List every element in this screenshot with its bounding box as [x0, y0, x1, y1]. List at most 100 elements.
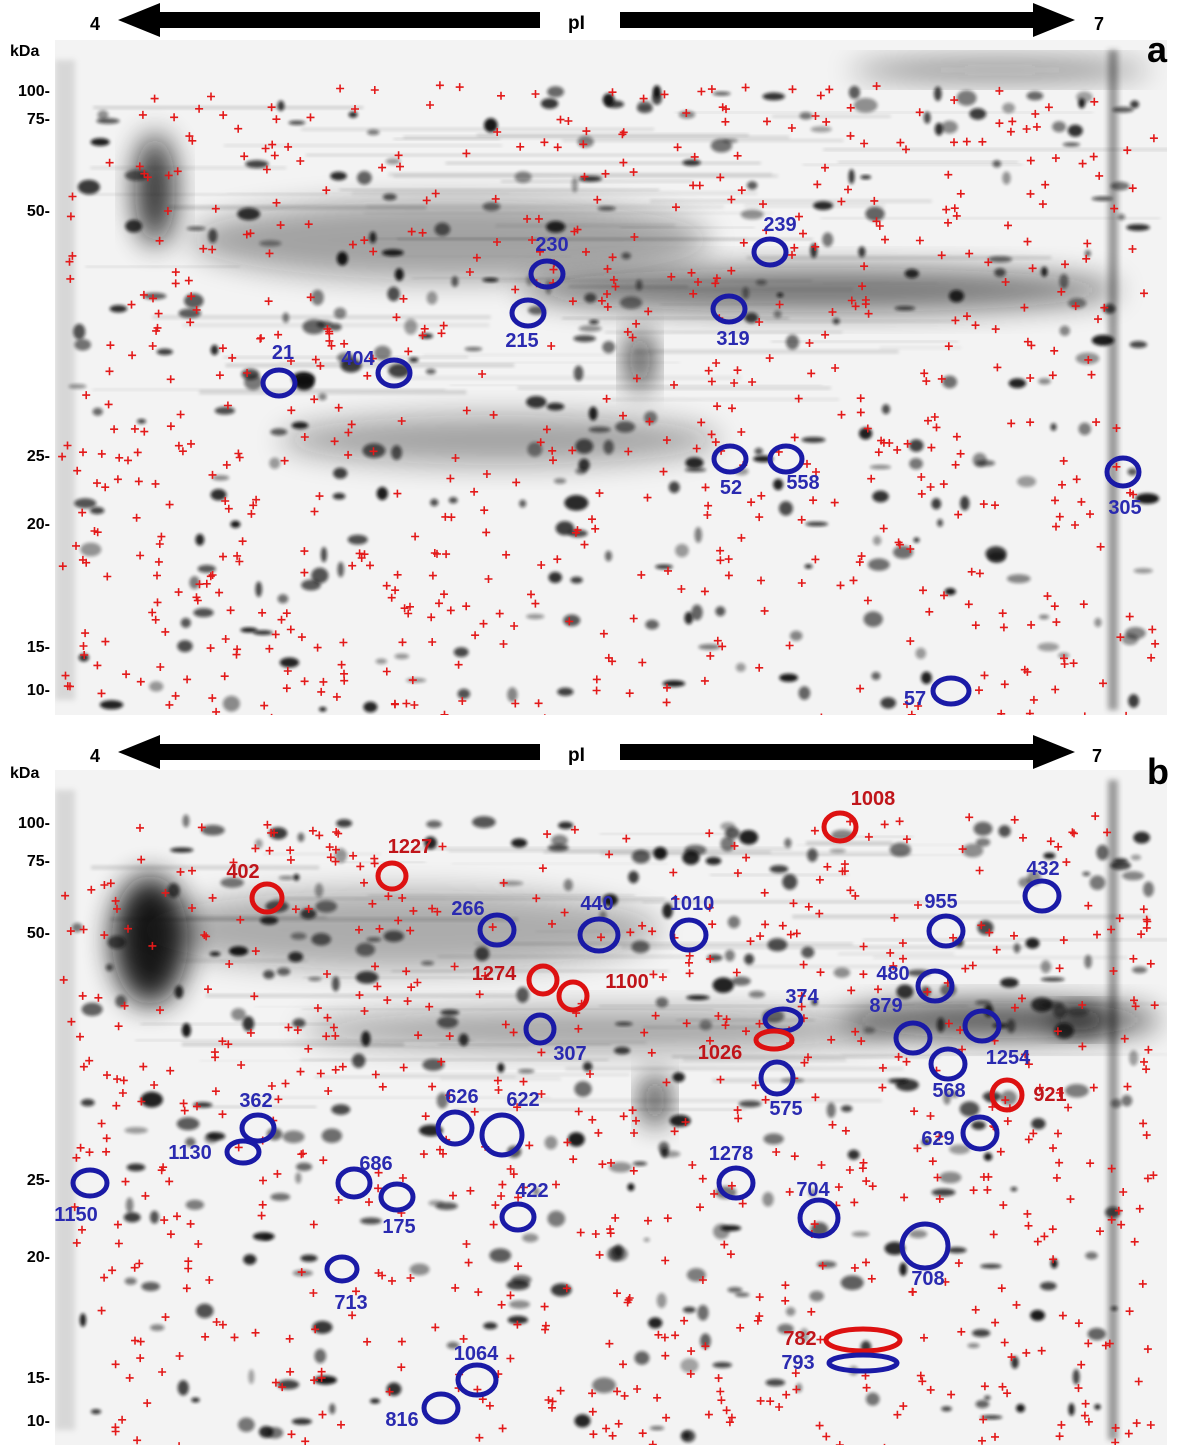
spot-175[interactable]: 175 [378, 1181, 416, 1238]
spot-label-307: 307 [553, 1043, 586, 1065]
spot-circle-1026[interactable] [753, 1028, 795, 1052]
gel-spot [804, 564, 813, 569]
spot-1274[interactable]: 1274 [472, 963, 560, 997]
spot-plus-marker [1134, 1377, 1143, 1386]
spot-626[interactable]: 626 [435, 1086, 479, 1147]
spot-362[interactable]: 362 [239, 1090, 277, 1144]
spot-circle-955[interactable] [926, 913, 966, 949]
spot-422[interactable]: 422 [499, 1180, 549, 1233]
spot-305[interactable]: 305 [1104, 455, 1142, 519]
spot-558[interactable]: 558 [767, 443, 820, 494]
spot-307[interactable]: 307 [523, 1012, 587, 1065]
spot-713[interactable]: 713 [324, 1254, 368, 1314]
spot-1010[interactable]: 1010 [669, 893, 715, 953]
spot-circle-402[interactable] [249, 881, 285, 915]
spot-1254[interactable]: 1254 [962, 1008, 1031, 1069]
spot-782[interactable]: 782 [783, 1326, 903, 1354]
spot-circle-626[interactable] [435, 1109, 475, 1147]
spot-plus-marker [1052, 522, 1060, 531]
spot-921[interactable]: 921 [989, 1077, 1067, 1113]
spot-circle-362[interactable] [239, 1112, 277, 1144]
spot-circle-1227[interactable] [375, 860, 409, 892]
spot-circle-558[interactable] [767, 443, 805, 475]
spot-circle-1064[interactable] [455, 1362, 499, 1398]
spot-879[interactable]: 879 [869, 995, 933, 1056]
spot-circle-1150[interactable] [70, 1167, 110, 1199]
spot-239[interactable]: 239 [751, 214, 797, 268]
spot-575[interactable]: 575 [758, 1059, 803, 1120]
spot-circle-305[interactable] [1104, 455, 1142, 489]
spot-plus-marker [689, 181, 698, 190]
spot-circle-816[interactable] [421, 1391, 461, 1425]
spot-230[interactable]: 230 [528, 234, 569, 290]
spot-circle-480[interactable] [915, 968, 955, 1004]
spot-circle-440[interactable] [577, 916, 621, 954]
spot-1100[interactable]: 1100 [556, 971, 649, 1013]
spot-404[interactable]: 404 [341, 348, 413, 389]
spot-circle-568[interactable] [928, 1046, 968, 1082]
spot-circle-266[interactable] [477, 912, 517, 948]
spot-21[interactable]: 21 [260, 342, 298, 399]
spot-plus-marker [991, 325, 1000, 334]
spot-circle-52[interactable] [711, 443, 749, 475]
spot-432[interactable]: 432 [1022, 858, 1062, 914]
spot-label-305: 305 [1108, 497, 1141, 519]
spot-circle-432[interactable] [1022, 878, 1062, 914]
spot-1026[interactable]: 1026 [698, 1028, 795, 1064]
spot-622[interactable]: 622 [479, 1089, 540, 1158]
spot-708[interactable]: 708 [899, 1221, 951, 1290]
spot-plus-marker [437, 329, 446, 338]
spot-circle-215[interactable] [509, 297, 547, 329]
spot-circle-713[interactable] [324, 1254, 360, 1284]
spot-793[interactable]: 793 [781, 1352, 900, 1374]
spot-1278[interactable]: 1278 [709, 1143, 756, 1201]
spot-plus-marker [348, 1311, 357, 1320]
spot-circle-307[interactable] [523, 1012, 557, 1046]
spot-480[interactable]: 480 [876, 963, 955, 1004]
spot-402[interactable]: 402 [226, 861, 285, 915]
spot-circle-1254[interactable] [962, 1008, 1002, 1044]
spot-circle-404[interactable] [375, 357, 413, 389]
spot-57[interactable]: 57 [904, 675, 972, 710]
spot-circle-422[interactable] [499, 1201, 537, 1233]
spot-circle-879[interactable] [893, 1020, 933, 1056]
spot-704[interactable]: 704 [796, 1179, 841, 1239]
spot-circle-704[interactable] [797, 1197, 841, 1239]
spot-629[interactable]: 629 [921, 1114, 1000, 1152]
spot-circle-708[interactable] [899, 1221, 951, 1271]
spot-circle-1100[interactable] [556, 979, 590, 1013]
spot-circle-622[interactable] [479, 1112, 525, 1158]
spot-circle-793[interactable] [826, 1352, 900, 1374]
spot-circle-629[interactable] [960, 1114, 1000, 1152]
spot-816[interactable]: 816 [385, 1391, 461, 1431]
spot-circle-239[interactable] [751, 236, 789, 268]
spot-circle-1010[interactable] [669, 917, 709, 953]
spot-1150[interactable]: 1150 [54, 1167, 110, 1226]
spot-1130[interactable]: 1130 [168, 1138, 262, 1166]
spot-266[interactable]: 266 [451, 898, 517, 948]
spot-568[interactable]: 568 [928, 1046, 968, 1102]
spot-circle-230[interactable] [528, 258, 566, 290]
spot-plus-marker [484, 575, 493, 583]
spot-circle-686[interactable] [335, 1166, 373, 1200]
spot-circle-921[interactable] [989, 1077, 1025, 1113]
spot-1227[interactable]: 1227 [375, 836, 432, 892]
spot-circle-21[interactable] [260, 367, 298, 399]
spot-circle-1008[interactable] [821, 810, 859, 844]
spot-1008[interactable]: 1008 [821, 788, 895, 844]
spot-circle-319[interactable] [710, 293, 748, 325]
spot-215[interactable]: 215 [505, 297, 547, 352]
spot-52[interactable]: 52 [711, 443, 749, 499]
spot-circle-57[interactable] [930, 675, 972, 707]
spot-circle-575[interactable] [758, 1059, 796, 1097]
spot-circle-782[interactable] [823, 1326, 903, 1354]
spot-circle-175[interactable] [378, 1181, 416, 1213]
spot-686[interactable]: 686 [335, 1153, 393, 1200]
spot-circle-1130[interactable] [224, 1138, 262, 1166]
spot-1064[interactable]: 1064 [454, 1343, 499, 1398]
spot-440[interactable]: 440 [577, 893, 621, 954]
spot-319[interactable]: 319 [710, 293, 750, 350]
spot-circle-1278[interactable] [716, 1165, 756, 1201]
spot-955[interactable]: 955 [924, 891, 966, 949]
spot-circle-1274[interactable] [526, 963, 560, 997]
